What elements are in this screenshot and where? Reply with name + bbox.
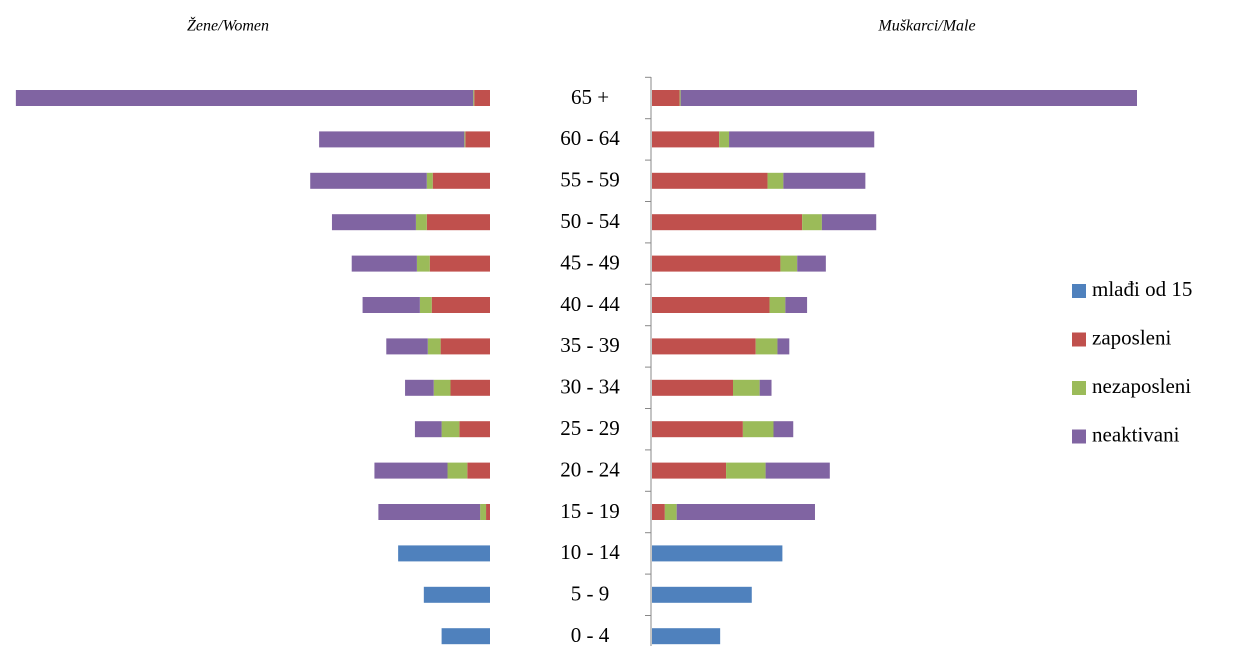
men-bar: [797, 255, 826, 272]
category-label: 10 - 14: [560, 540, 620, 564]
women-bar: [415, 214, 427, 231]
women-bar: [441, 628, 490, 645]
men-bar: [652, 421, 743, 438]
men-bar: [679, 90, 681, 106]
category-label: 60 - 64: [560, 126, 620, 150]
legend-swatch: [1072, 332, 1086, 347]
men-title: Muškarci/Male: [877, 18, 975, 35]
women-bar: [441, 421, 460, 438]
category-label: 15 - 19: [560, 499, 620, 523]
women-bar: [480, 504, 487, 520]
men-bar: [742, 421, 774, 438]
men-bar: [783, 172, 866, 189]
men-bar: [729, 131, 875, 148]
men-bar: [652, 379, 733, 396]
women-bar: [405, 379, 434, 396]
women-bar: [465, 131, 490, 148]
women-bar: [433, 379, 451, 396]
men-bar: [652, 297, 770, 313]
men-bar: [777, 338, 790, 355]
men-bar: [680, 90, 1137, 106]
women-bar: [362, 297, 420, 313]
women-bar: [416, 255, 430, 272]
category-label: 55 - 59: [560, 168, 620, 192]
women-bar: [374, 462, 448, 479]
men-bar: [755, 338, 778, 355]
category-label: 45 - 49: [560, 250, 620, 274]
women-bar: [427, 338, 441, 355]
women-bar: [423, 586, 490, 603]
legend-label: neaktivani: [1092, 422, 1180, 446]
women-bar: [351, 255, 417, 272]
women-bar: [429, 255, 490, 272]
men-bar: [652, 545, 783, 562]
men-bar: [652, 586, 752, 603]
women-bar: [432, 172, 490, 189]
men-bar: [765, 462, 830, 479]
category-label: 5 - 9: [571, 582, 610, 606]
women-bar: [431, 297, 490, 313]
men-bar: [652, 90, 680, 106]
men-bar: [732, 379, 760, 396]
women-bar: [414, 421, 442, 438]
women-bar: [15, 90, 474, 106]
men-bar: [652, 504, 665, 520]
category-label: 35 - 39: [560, 333, 620, 357]
women-bar: [378, 504, 481, 520]
women-bar: [331, 214, 416, 231]
men-bar: [726, 462, 766, 479]
men-bar: [652, 172, 768, 189]
men-bar: [652, 462, 727, 479]
legend-label: nezaposleni: [1092, 374, 1191, 398]
women-bar: [450, 379, 490, 396]
men-bar: [652, 628, 721, 645]
women-bar: [386, 338, 428, 355]
women-bar: [447, 462, 468, 479]
men-bar: [676, 504, 815, 520]
legend-label: zaposleni: [1092, 325, 1171, 349]
women-bar: [419, 297, 432, 313]
legend-swatch: [1072, 429, 1086, 444]
men-bar: [664, 504, 677, 520]
men-bar: [719, 131, 730, 148]
women-bar: [426, 214, 490, 231]
women-bar: [474, 90, 490, 106]
women-bar: [398, 545, 490, 562]
category-label: 25 - 29: [560, 416, 620, 440]
men-bar: [769, 297, 786, 313]
women-bar: [310, 172, 427, 189]
women-bar: [464, 131, 466, 148]
men-bar: [652, 255, 781, 272]
men-bar: [767, 172, 784, 189]
category-label: 50 - 54: [560, 209, 620, 233]
legend-swatch: [1072, 284, 1086, 298]
women-bar: [459, 421, 490, 438]
women-bar: [319, 131, 465, 148]
men-bar: [759, 379, 772, 396]
category-label: 40 - 44: [560, 292, 620, 316]
legend-label: mlađi od 15: [1092, 277, 1192, 301]
women-bar: [467, 462, 490, 479]
men-bar: [821, 214, 877, 231]
category-label: 20 - 24: [560, 457, 620, 481]
men-bar: [652, 338, 756, 355]
category-label: 0 - 4: [571, 623, 610, 646]
legend-swatch: [1072, 381, 1086, 395]
men-bar: [652, 131, 720, 148]
category-label: 65 +: [571, 85, 609, 109]
women-bar: [440, 338, 490, 355]
women-bar: [426, 172, 433, 189]
women-title: Žene/Women: [187, 16, 269, 35]
category-label: 30 - 34: [560, 375, 620, 399]
men-bar: [785, 297, 808, 313]
men-bar: [802, 214, 822, 231]
women-bar: [473, 90, 475, 106]
men-bar: [780, 255, 798, 272]
men-bar: [652, 214, 803, 231]
women-bar: [486, 504, 490, 520]
men-bar: [773, 421, 794, 438]
